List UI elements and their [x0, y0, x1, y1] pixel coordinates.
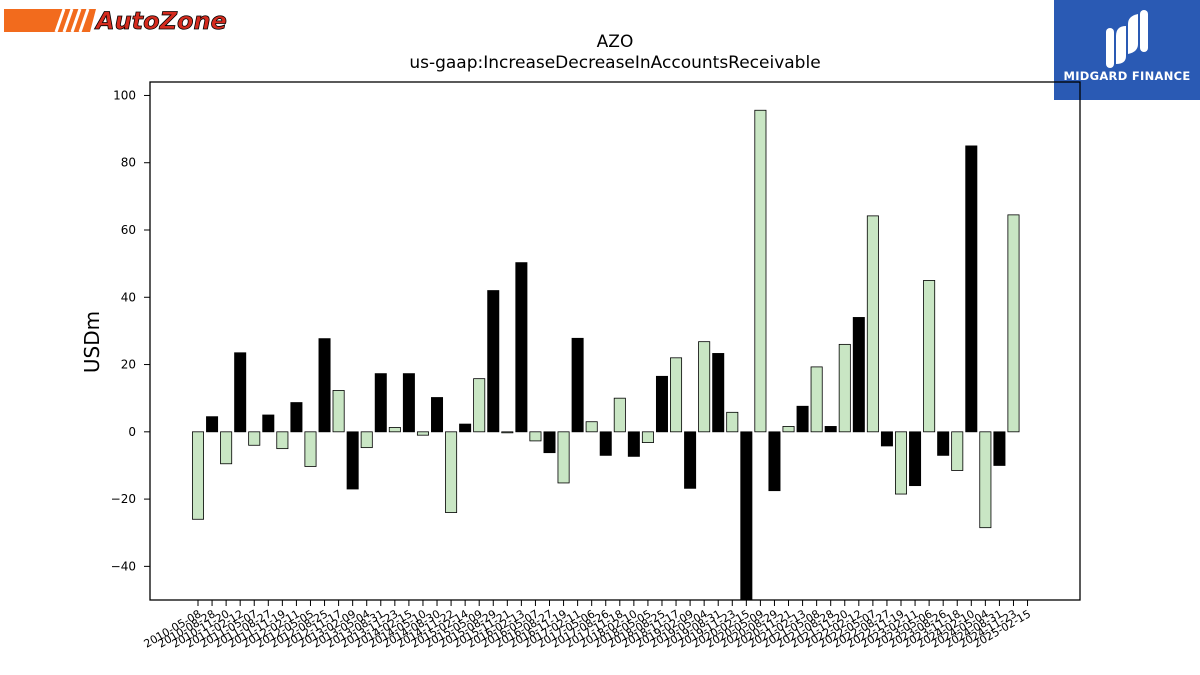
bar-2020-08-29 — [768, 431, 781, 492]
bar-2023-02-11 — [909, 431, 922, 487]
y-tick-label: 0 — [128, 425, 136, 439]
bar-2015-08-29 — [487, 290, 500, 433]
bar-2015-05-09 — [473, 378, 486, 433]
bar-2010-11-20 — [220, 431, 233, 465]
bar-2020-05-09 — [754, 109, 767, 433]
bar-2013-08-31 — [374, 373, 387, 433]
y-ticks-group: −40 −20 0 20 40 60 80 100 — [111, 88, 150, 573]
bar-2020-02-15 — [740, 431, 753, 601]
chart-titles: AZO us-gaap:IncreaseDecreaseInAccountsRe… — [150, 32, 1080, 74]
bar-2018-08-25 — [655, 375, 668, 433]
bar-2018-05-05 — [641, 431, 654, 443]
bar-2016-02-13 — [515, 262, 528, 433]
bar-2014-08-30 — [431, 397, 444, 433]
y-tick-label: 60 — [121, 223, 136, 237]
y-tick-label: 80 — [121, 156, 136, 170]
bar-2019-08-31 — [712, 353, 725, 433]
bar-2014-05-10 — [416, 431, 429, 436]
bar-2016-05-07 — [529, 431, 542, 442]
bar-2012-02-11 — [290, 402, 303, 433]
bar-2011-11-19 — [276, 431, 289, 450]
autozone-stripes — [54, 8, 90, 33]
y-tick-label: −20 — [111, 492, 136, 506]
y-tick-label: −40 — [111, 559, 136, 573]
bar-2022-02-12 — [852, 317, 865, 433]
chart-title: AZO — [596, 32, 634, 52]
y-tick-label: 100 — [113, 88, 136, 102]
bar-2017-11-18 — [613, 397, 626, 433]
bar-2019-05-04 — [698, 341, 711, 433]
bar-2021-02-13 — [796, 405, 809, 433]
bar-2017-08-26 — [599, 431, 612, 456]
bar-2023-05-06 — [923, 280, 936, 433]
bar-2023-08-26 — [937, 431, 950, 456]
bar-2012-11-17 — [332, 390, 345, 433]
bar-2011-02-12 — [234, 352, 247, 433]
bar-2022-05-07 — [866, 215, 879, 433]
bar-2013-05-04 — [360, 431, 373, 449]
bar-2014-02-15 — [402, 373, 415, 433]
bar-2018-02-10 — [627, 431, 640, 457]
bar-2020-11-21 — [782, 426, 795, 433]
bar-2022-11-19 — [895, 431, 908, 495]
bar-2011-08-27 — [262, 414, 275, 433]
bar-2012-08-25 — [318, 338, 331, 433]
bar-2013-02-09 — [346, 431, 359, 490]
bar-2014-11-22 — [445, 431, 458, 513]
chart-subtitle: us-gaap:IncreaseDecreaseInAccountsReceiv… — [409, 53, 821, 73]
bar-2022-08-27 — [880, 431, 893, 447]
midgard-brand-text: MIDGARD FINANCE — [1063, 69, 1191, 83]
bar-2016-08-27 — [543, 431, 556, 454]
bars-group — [191, 109, 1020, 601]
bar-2015-02-14 — [459, 423, 472, 433]
bar-2023-11-18 — [951, 431, 964, 471]
y-tick-label: 40 — [121, 290, 136, 304]
bar-2010-05-08 — [191, 431, 204, 520]
bar-2017-05-06 — [585, 421, 598, 433]
bar-2019-11-23 — [726, 411, 739, 433]
bar-2024-05-04 — [979, 431, 992, 529]
bar-2012-05-05 — [304, 431, 317, 467]
autozone-wordmark: AutoZone — [94, 7, 227, 35]
bar-2019-02-09 — [684, 431, 697, 489]
bar-2013-11-23 — [388, 427, 401, 433]
bar-2011-05-07 — [248, 431, 261, 446]
y-tick-label: 20 — [121, 358, 136, 372]
bar-2024-11-23 — [1007, 214, 1020, 433]
midgard-monogram-icon — [1106, 10, 1148, 68]
plot-frame — [149, 81, 1081, 601]
bar-2018-11-17 — [670, 357, 683, 433]
bar-2016-11-19 — [557, 431, 570, 484]
autozone-logo: AutoZone — [4, 7, 227, 35]
bar-2015-11-21 — [501, 431, 514, 434]
bar-2010-08-28 — [206, 416, 219, 433]
bar-2021-08-28 — [824, 426, 837, 433]
midgard-finance-logo: MIDGARD FINANCE — [1054, 0, 1200, 100]
bar-2017-02-11 — [571, 337, 584, 433]
x-ticks-group: 2010-05-082010-08-282010-11-202011-02-12… — [142, 600, 1033, 651]
bar-2021-05-08 — [810, 366, 823, 433]
bar-2024-08-31 — [993, 431, 1006, 466]
bar-2021-11-20 — [838, 343, 851, 433]
bar-2024-02-10 — [965, 145, 978, 433]
